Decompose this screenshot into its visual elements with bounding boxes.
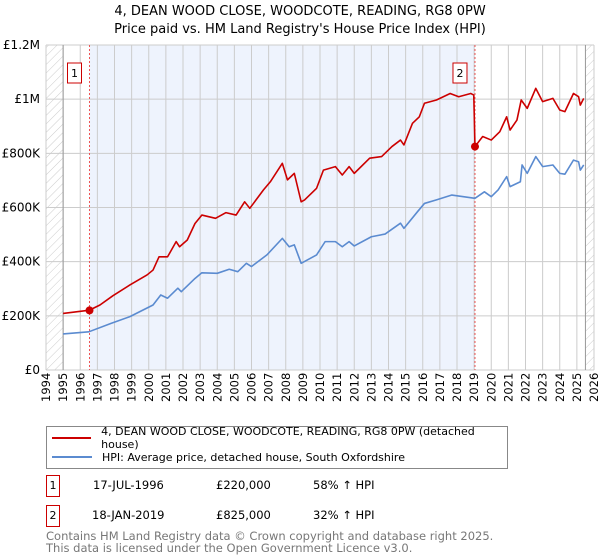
legend-swatch-blue bbox=[52, 456, 92, 458]
y-tick-label: £400K bbox=[2, 255, 42, 269]
x-tick-label: 2005 bbox=[227, 373, 241, 402]
x-tick-label: 2017 bbox=[433, 373, 447, 402]
sale-label-box bbox=[452, 62, 468, 84]
x-tick-label: 2023 bbox=[536, 373, 550, 402]
x-tick-label: 2004 bbox=[210, 373, 224, 402]
y-tick-label: £1.2M bbox=[3, 38, 40, 52]
transaction-price: £220,000 bbox=[216, 478, 271, 492]
x-tick-label: 2025 bbox=[570, 373, 584, 402]
y-tick-label: £800K bbox=[2, 146, 42, 160]
legend: 4, DEAN WOOD CLOSE, WOODCOTE, READING, R… bbox=[46, 425, 508, 469]
x-tick-label: 2016 bbox=[416, 373, 430, 402]
legend-item-hpi: HPI: Average price, detached house, Sout… bbox=[52, 449, 405, 465]
sale-label: 2 bbox=[456, 67, 463, 80]
transaction-date: 17-JUL-1996 bbox=[93, 478, 164, 492]
x-tick-label: 1995 bbox=[56, 373, 70, 402]
x-tick-label: 2019 bbox=[467, 373, 481, 402]
x-tick-label: 2022 bbox=[519, 373, 533, 402]
x-tick-label: 2001 bbox=[159, 373, 173, 402]
y-tick-label: £200K bbox=[2, 309, 42, 323]
legend-item-property: 4, DEAN WOOD CLOSE, WOODCOTE, READING, R… bbox=[52, 425, 507, 451]
transaction-delta: 32% ↑ HPI bbox=[313, 508, 375, 522]
footer-licence: This data is licensed under the Open Gov… bbox=[46, 541, 413, 555]
y-tick-label: £0 bbox=[25, 363, 40, 377]
y-tick-label: £600K bbox=[2, 201, 42, 215]
x-tick-label: 2026 bbox=[587, 373, 600, 402]
x-tick-label: 2000 bbox=[142, 373, 156, 402]
sale-label: 1 bbox=[71, 67, 78, 80]
x-tick-label: 1998 bbox=[108, 373, 122, 402]
transaction-price: £825,000 bbox=[216, 508, 271, 522]
legend-label: HPI: Average price, detached house, Sout… bbox=[102, 450, 405, 464]
sale-point bbox=[85, 306, 94, 315]
x-tick-label: 2024 bbox=[553, 373, 567, 402]
x-tick-label: 2007 bbox=[262, 373, 276, 402]
x-tick-label: 2010 bbox=[313, 373, 327, 402]
y-tick-label: £1M bbox=[14, 92, 40, 106]
x-tick-label: 2021 bbox=[501, 373, 515, 402]
x-tick-label: 1999 bbox=[125, 373, 139, 402]
x-tick-label: 2015 bbox=[399, 373, 413, 402]
x-tick-label: 2013 bbox=[364, 373, 378, 402]
x-tick-label: 2006 bbox=[245, 373, 259, 402]
x-tick-label: 2012 bbox=[347, 373, 361, 402]
x-tick-label: 2020 bbox=[484, 373, 498, 402]
transaction-date: 18-JAN-2019 bbox=[92, 508, 165, 522]
sale-point bbox=[470, 142, 479, 151]
legend-swatch-red bbox=[52, 437, 92, 439]
x-tick-label: 2014 bbox=[382, 373, 396, 402]
x-tick-label: 2009 bbox=[296, 373, 310, 402]
x-tick-label: 2011 bbox=[330, 373, 344, 402]
sale-label-box bbox=[66, 62, 82, 84]
hpi-line bbox=[63, 155, 585, 335]
x-tick-label: 1994 bbox=[39, 373, 53, 402]
transaction-marker: 1 bbox=[46, 475, 60, 497]
transaction-delta: 58% ↑ HPI bbox=[313, 478, 375, 492]
x-tick-label: 1997 bbox=[90, 373, 104, 402]
legend-label: 4, DEAN WOOD CLOSE, WOODCOTE, READING, R… bbox=[101, 425, 475, 451]
transaction-marker: 2 bbox=[46, 505, 60, 527]
footer: Contains HM Land Registry data © Crown c… bbox=[46, 530, 493, 554]
footer-copyright: Contains HM Land Registry data © Crown c… bbox=[46, 529, 494, 543]
x-tick-label: 2002 bbox=[176, 373, 190, 402]
x-tick-label: 2003 bbox=[193, 373, 207, 402]
x-tick-label: 2018 bbox=[450, 373, 464, 402]
property-price-line bbox=[63, 87, 585, 315]
x-tick-label: 1996 bbox=[73, 373, 87, 402]
chart-title: 4, DEAN WOOD CLOSE, WOODCOTE, READING, R… bbox=[114, 4, 486, 19]
chart-subtitle: Price paid vs. HM Land Registry's House … bbox=[114, 22, 486, 37]
x-tick-label: 2008 bbox=[279, 373, 293, 402]
price-chart: 1994 1995 1996 1997 1998 1999 2000 2001 2002 2003… bbox=[2, 38, 600, 402]
